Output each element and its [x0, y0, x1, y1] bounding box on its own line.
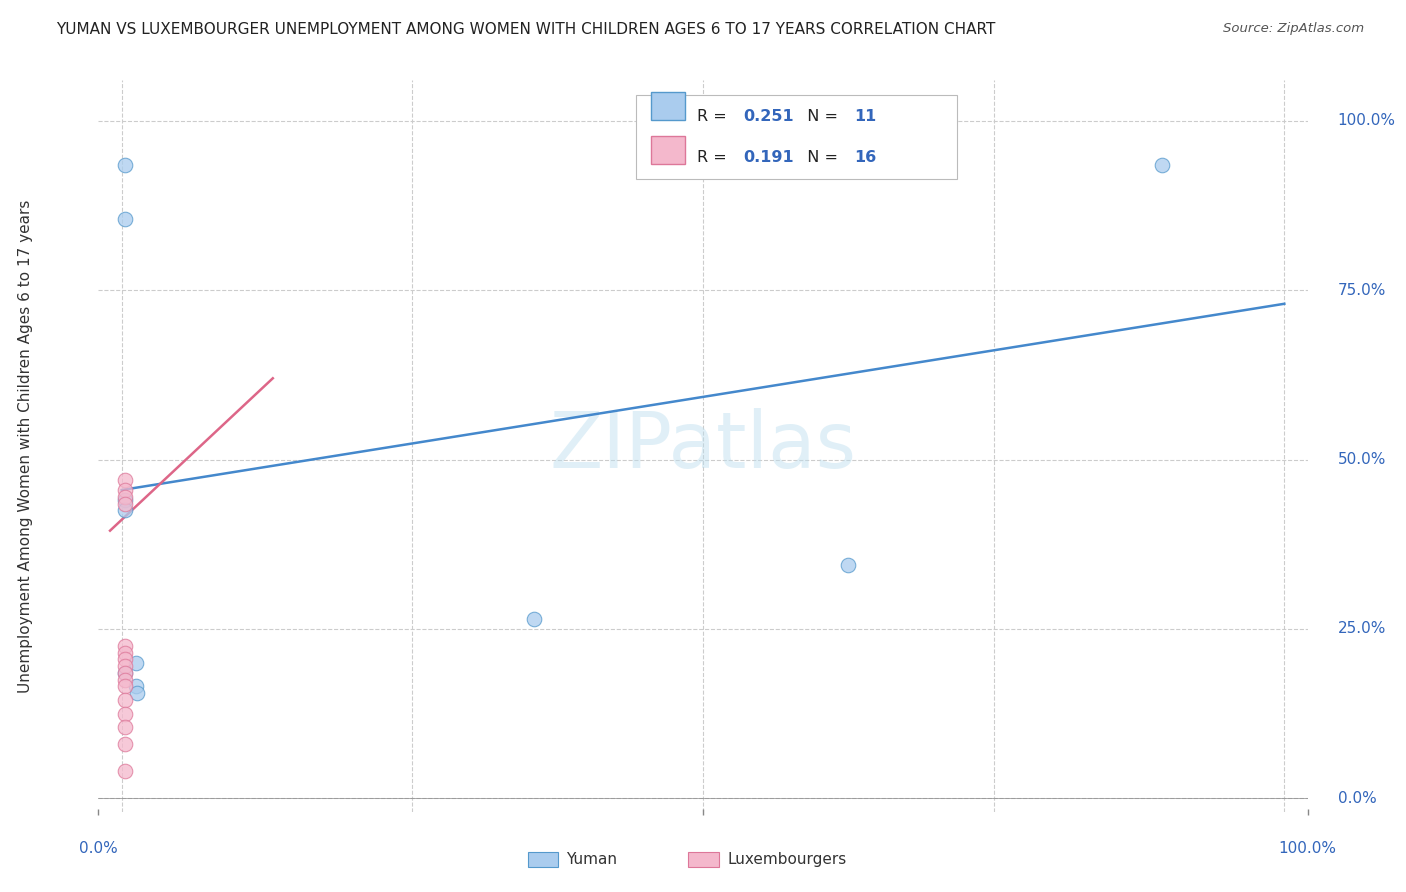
Text: 0.0%: 0.0%	[1337, 790, 1376, 805]
Point	[114, 665, 136, 680]
Text: Luxembourgers: Luxembourgers	[727, 852, 846, 867]
Text: 50.0%: 50.0%	[1337, 452, 1386, 467]
Text: N =: N =	[797, 109, 844, 124]
Text: R =: R =	[697, 150, 733, 165]
FancyBboxPatch shape	[689, 852, 718, 867]
Point	[114, 490, 136, 504]
Point	[114, 497, 136, 511]
Text: Unemployment Among Women with Children Ages 6 to 17 years: Unemployment Among Women with Children A…	[18, 199, 34, 693]
Point	[114, 680, 136, 694]
Point	[124, 680, 146, 694]
Text: 75.0%: 75.0%	[1337, 283, 1386, 298]
FancyBboxPatch shape	[651, 93, 685, 120]
Text: 0.191: 0.191	[742, 150, 793, 165]
Text: 100.0%: 100.0%	[1337, 113, 1396, 128]
Text: ZIPatlas: ZIPatlas	[550, 408, 856, 484]
Point	[114, 493, 136, 508]
Point	[114, 483, 136, 497]
Point	[114, 706, 136, 721]
Point	[114, 737, 136, 751]
FancyBboxPatch shape	[527, 852, 558, 867]
Text: 25.0%: 25.0%	[1337, 622, 1386, 636]
Point	[114, 212, 136, 227]
Point	[1152, 158, 1174, 172]
Text: N =: N =	[797, 150, 844, 165]
Point	[114, 659, 136, 673]
FancyBboxPatch shape	[651, 136, 685, 164]
Point	[114, 652, 136, 666]
Point	[114, 673, 136, 687]
Text: Yuman: Yuman	[567, 852, 617, 867]
Point	[114, 158, 136, 172]
Point	[114, 720, 136, 734]
Point	[124, 656, 146, 670]
Point	[114, 473, 136, 487]
Text: YUMAN VS LUXEMBOURGER UNEMPLOYMENT AMONG WOMEN WITH CHILDREN AGES 6 TO 17 YEARS : YUMAN VS LUXEMBOURGER UNEMPLOYMENT AMONG…	[56, 22, 995, 37]
Point	[114, 665, 136, 680]
Text: R =: R =	[697, 109, 733, 124]
Point	[125, 686, 148, 700]
Text: 16: 16	[855, 150, 876, 165]
Text: 0.0%: 0.0%	[79, 841, 118, 856]
Point	[837, 558, 859, 572]
FancyBboxPatch shape	[637, 95, 957, 179]
Point	[114, 764, 136, 778]
Text: 100.0%: 100.0%	[1278, 841, 1337, 856]
Point	[523, 612, 546, 626]
Point	[114, 503, 136, 517]
Text: 11: 11	[855, 109, 876, 124]
Text: 0.251: 0.251	[742, 109, 793, 124]
Point	[114, 639, 136, 653]
Text: Source: ZipAtlas.com: Source: ZipAtlas.com	[1223, 22, 1364, 36]
Point	[114, 693, 136, 707]
Point	[114, 646, 136, 660]
